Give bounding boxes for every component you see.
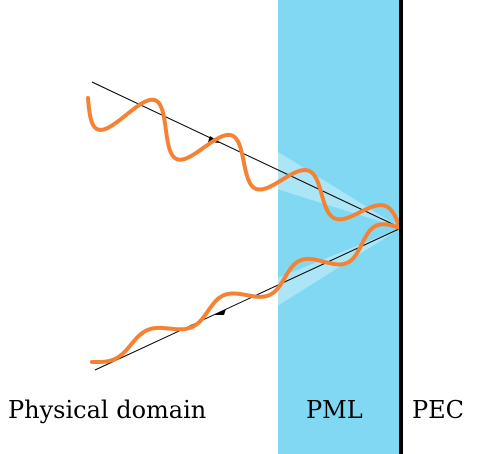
reflected-ray bbox=[94, 227, 402, 371]
physical-domain-label: Physical domain bbox=[8, 396, 206, 424]
incident-ray bbox=[91, 81, 402, 229]
incident-beam-band bbox=[262, 142, 401, 228]
incident-wave bbox=[86, 96, 402, 230]
reflected-beam-band bbox=[265, 228, 401, 312]
reflected-wave bbox=[90, 222, 402, 365]
pml-label: PML bbox=[306, 396, 363, 424]
pml-region bbox=[278, 0, 401, 454]
pec-label: PEC bbox=[412, 396, 464, 424]
reflected-arrow-icon bbox=[214, 309, 226, 315]
